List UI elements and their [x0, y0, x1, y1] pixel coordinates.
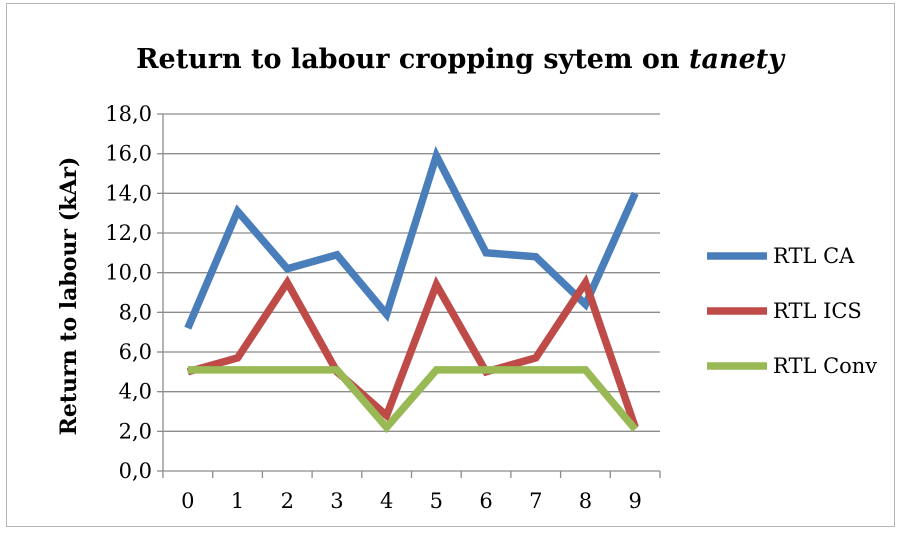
y-tick-label: 12,0 [105, 221, 152, 245]
y-tick-label: 6,0 [119, 340, 152, 364]
legend-label: RTL ICS [773, 299, 862, 323]
line-chart: Return to labour cropping sytem on tanet… [56, 44, 877, 513]
chart-title: Return to labour cropping sytem on tanet… [136, 44, 786, 75]
y-tick-labels: 0,0 2,0 4,0 6,0 8,0 10,0 12,0 14,0 16,0 18,0 [105, 102, 152, 483]
y-tick-label: 14,0 [105, 181, 152, 205]
series-line-1 [186, 274, 639, 429]
legend-label: RTL CA [773, 244, 855, 268]
series-line-2 [187, 366, 639, 434]
y-tick-label: 16,0 [105, 142, 152, 166]
x-tick-label: 6 [479, 489, 492, 513]
series-line-0 [184, 145, 639, 330]
legend: RTL CA RTL ICS RTL Conv [707, 244, 877, 378]
y-tick-label: 8,0 [119, 300, 152, 324]
chart-frame: Return to labour cropping sytem on tanet… [6, 3, 895, 527]
x-tick-labels: 0 1 2 3 4 5 6 7 8 9 [181, 489, 642, 513]
axes [162, 114, 661, 478]
y-tick-label: 2,0 [119, 419, 152, 443]
x-tick-label: 1 [231, 489, 244, 513]
y-axis-label: Return to labour (kAr) [56, 157, 82, 436]
y-tick-label: 4,0 [119, 380, 152, 404]
y-tick-label: 10,0 [105, 261, 152, 285]
series-lines [184, 145, 639, 434]
x-tick-label: 0 [181, 489, 194, 513]
y-tick-label: 0,0 [119, 459, 152, 483]
x-tick-label: 5 [430, 489, 443, 513]
x-tick-label: 4 [380, 489, 393, 513]
y-tick-label: 18,0 [105, 102, 152, 126]
x-tick-label: 2 [281, 489, 294, 513]
x-tick-label: 8 [579, 489, 592, 513]
x-tick-label: 3 [330, 489, 343, 513]
x-tick-label: 7 [529, 489, 542, 513]
x-tick-label: 9 [628, 489, 641, 513]
gridlines [157, 113, 660, 472]
legend-label: RTL Conv [773, 354, 877, 378]
